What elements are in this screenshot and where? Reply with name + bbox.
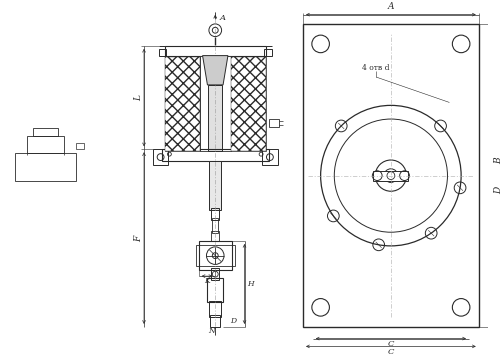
Text: F: F [134, 236, 142, 242]
Text: B: B [494, 158, 500, 164]
Text: L: L [134, 94, 142, 100]
Bar [303, 24, 478, 327]
Bar [15, 153, 76, 180]
Bar [164, 56, 200, 151]
Bar [158, 49, 166, 56]
Text: 4 отв d: 4 отв d [362, 64, 390, 72]
Bar [76, 143, 84, 149]
Text: N: N [208, 327, 214, 335]
Text: H: H [247, 280, 254, 288]
Bar [198, 241, 232, 270]
Bar [210, 315, 220, 327]
Bar [221, 56, 231, 151]
Bar [264, 49, 272, 56]
Bar [164, 56, 200, 151]
Bar [200, 56, 209, 151]
Bar [208, 278, 223, 302]
Bar [196, 245, 235, 266]
Text: A: A [219, 13, 225, 22]
Bar [33, 128, 58, 136]
Bar [208, 85, 222, 151]
Bar [210, 161, 221, 210]
Bar [231, 56, 266, 151]
Bar [231, 56, 266, 151]
Text: D: D [494, 187, 500, 194]
Bar [269, 119, 278, 127]
Text: A: A [388, 2, 394, 11]
Bar [210, 301, 221, 317]
Text: C: C [388, 340, 394, 348]
Bar [27, 136, 64, 153]
Text: C: C [388, 348, 394, 355]
Text: K: K [204, 277, 210, 285]
Bar [212, 268, 219, 280]
Bar [153, 149, 168, 165]
Bar [212, 208, 219, 219]
Bar [212, 218, 218, 233]
Bar [374, 171, 408, 180]
Bar [262, 149, 278, 165]
Bar [162, 149, 269, 161]
Text: D: D [230, 317, 236, 325]
Bar [164, 46, 266, 56]
Bar [212, 231, 219, 241]
Polygon shape [202, 56, 228, 85]
